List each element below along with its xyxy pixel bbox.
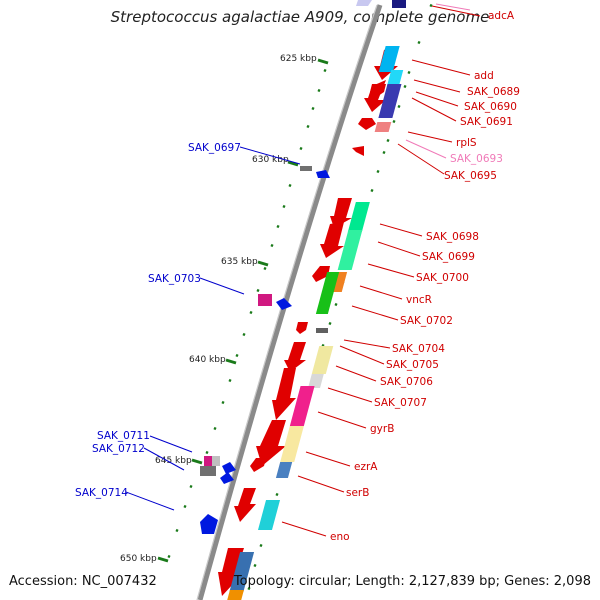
gene-arrow-sak-0699 bbox=[320, 222, 344, 258]
gene-arrow-sak-0712 bbox=[220, 472, 234, 484]
leader-line-sak-0693 bbox=[405, 139, 447, 159]
gene-label-sak-0706: SAK_0706 bbox=[380, 376, 433, 388]
kbp-tick-labels: 625 kbp 630 kbp 635 kbp 640 kbp 645 kbp … bbox=[120, 54, 317, 564]
gene-label-sak-0703: SAK_0703 bbox=[148, 273, 201, 285]
bar-sak-0706 bbox=[308, 374, 324, 388]
bar-ezra bbox=[275, 462, 293, 478]
gene-arrow-serb bbox=[234, 488, 256, 522]
reverse-gene-arrows bbox=[200, 0, 372, 534]
gene-arrow-sak-0707 bbox=[272, 368, 296, 420]
gene-label-sak-0693: SAK_0693 bbox=[450, 153, 503, 165]
gene-arrow-sak-0700 bbox=[312, 266, 330, 282]
bar-gyrb bbox=[280, 426, 304, 462]
bar-eno bbox=[257, 500, 281, 530]
gene-label-sak-0707: SAK_0707 bbox=[374, 397, 427, 409]
gene-bars bbox=[227, 0, 406, 600]
bar-sak-0690 bbox=[378, 84, 402, 118]
gene-label-sak-0691: SAK_0691 bbox=[460, 116, 513, 128]
genome-backbone-highlight bbox=[196, 4, 378, 600]
gene-arrow-ezra bbox=[250, 458, 266, 472]
gene-arrow-eno bbox=[218, 548, 244, 596]
bar-vncr bbox=[315, 272, 340, 314]
gene-label-rpls: rplS bbox=[456, 137, 477, 149]
gene-label-add: add bbox=[474, 70, 494, 82]
bar-sak-0704b bbox=[316, 328, 328, 333]
bar-sak-0711b bbox=[212, 456, 220, 466]
tick-label-625: 625 kbp bbox=[280, 54, 317, 64]
bar-sak-0698 bbox=[347, 202, 370, 232]
bar-sak-0703 bbox=[258, 294, 272, 306]
gene-label-sak-0689: SAK_0689 bbox=[467, 86, 520, 98]
gene-arrow-rev-top bbox=[356, 0, 372, 6]
reverse-gene-labels: SAK_0697 SAK_0703 SAK_0711 SAK_0712 SAK_… bbox=[75, 142, 241, 499]
gene-label-sak-0704: SAK_0704 bbox=[392, 343, 445, 355]
bar-next-1 bbox=[229, 552, 255, 592]
gene-label-sak-0695: SAK_0695 bbox=[444, 170, 497, 182]
gene-label-sak-0711: SAK_0711 bbox=[97, 430, 150, 442]
genome-summary-text: Topology: circular; Length: 2,127,839 bp… bbox=[233, 574, 591, 589]
gene-label-sak-0699: SAK_0699 bbox=[422, 251, 475, 263]
forward-gene-arrows bbox=[218, 46, 398, 596]
bar-sak-0707 bbox=[289, 386, 315, 426]
gene-arrow-sak-0714 bbox=[200, 514, 218, 534]
gene-arrow-sak-0706 bbox=[284, 342, 306, 372]
gene-arrow-sak-0704 bbox=[296, 322, 308, 334]
gene-arrow-sak-0698 bbox=[330, 198, 352, 228]
gene-label-sak-0702: SAK_0702 bbox=[400, 315, 453, 327]
accession-text: Accession: NC_007432 bbox=[9, 574, 157, 589]
gene-label-sak-0690: SAK_0690 bbox=[464, 101, 517, 113]
bar-adca bbox=[392, 0, 406, 8]
leader-line-adca-top bbox=[435, 3, 471, 11]
gene-label-eno: eno bbox=[330, 531, 350, 543]
gene-label-sak-0705: SAK_0705 bbox=[386, 359, 439, 371]
tick-label-640: 640 kbp bbox=[189, 355, 226, 365]
tick-label-630: 630 kbp bbox=[252, 155, 289, 165]
gene-arrow-sak-0703 bbox=[276, 298, 292, 310]
genome-backbone bbox=[197, 4, 383, 600]
forward-leader-lines bbox=[281, 5, 481, 537]
bar-sak-0699 bbox=[337, 230, 363, 270]
bar-sak-0689 bbox=[386, 70, 404, 86]
gene-label-sak-0697: SAK_0697 bbox=[188, 142, 241, 154]
kbp-tick-marks bbox=[157, 58, 329, 563]
gene-label-sak-0714: SAK_0714 bbox=[75, 487, 128, 499]
tick-label-645: 645 kbp bbox=[155, 456, 192, 466]
bar-rpls bbox=[374, 122, 392, 132]
bar-next-2 bbox=[227, 590, 244, 600]
gene-arrow-sak-0711 bbox=[222, 462, 236, 474]
map-title: Streptococcus agalactiae A909, complete … bbox=[110, 8, 490, 26]
gene-label-gyrb: gyrB bbox=[370, 423, 394, 435]
reverse-leader-lines bbox=[125, 146, 301, 511]
gene-arrow-gyrb bbox=[256, 420, 286, 466]
gene-label-serb: serB bbox=[346, 487, 369, 499]
tick-label-635: 635 kbp bbox=[221, 257, 258, 267]
bar-sak-0705 bbox=[311, 346, 334, 374]
bar-sak-0711 bbox=[204, 456, 218, 466]
tick-label-650: 650 kbp bbox=[120, 554, 157, 564]
gene-label-sak-0700: SAK_0700 bbox=[416, 272, 469, 284]
gene-label-sak-0698: SAK_0698 bbox=[426, 231, 479, 243]
gene-label-sak-0712: SAK_0712 bbox=[92, 443, 145, 455]
gene-arrow-rpls bbox=[358, 118, 376, 130]
bar-sak-0697 bbox=[300, 166, 312, 171]
bar-add bbox=[378, 46, 400, 72]
forward-gene-labels: adcA add SAK_0689 SAK_0690 SAK_0691 rplS… bbox=[330, 10, 520, 543]
gene-arrow-sak-0695 bbox=[352, 146, 364, 156]
gene-label-vncr: vncR bbox=[406, 294, 432, 306]
bar-sak-0712 bbox=[200, 466, 216, 476]
gene-arrow-sak-0697 bbox=[316, 170, 330, 178]
gene-arrow-sak-0690 bbox=[364, 80, 386, 112]
gene-label-adca: adcA bbox=[488, 10, 515, 22]
gene-label-ezra: ezrA bbox=[354, 461, 378, 473]
